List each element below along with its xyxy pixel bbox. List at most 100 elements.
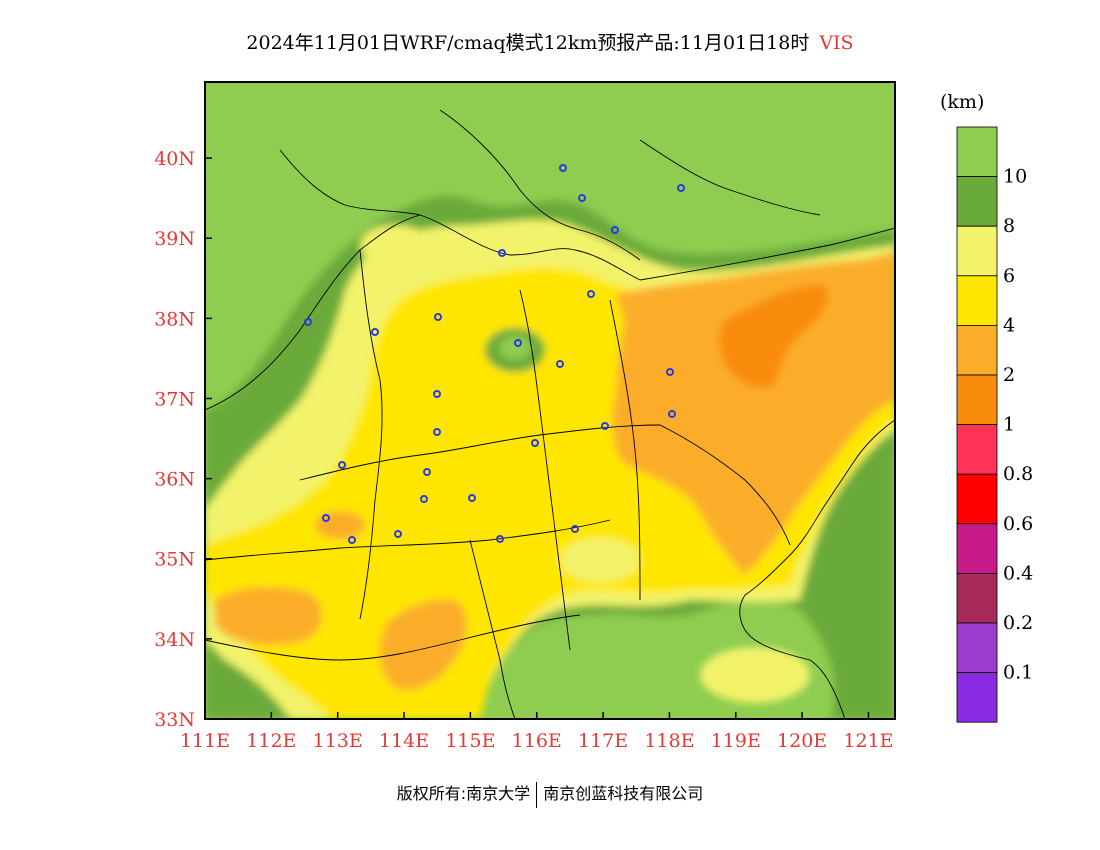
border-4 xyxy=(299,424,661,481)
city-marker xyxy=(304,318,312,326)
y-tick-label: 36N xyxy=(154,469,195,491)
city-marker xyxy=(578,194,586,202)
coastline xyxy=(639,227,895,719)
city-marker xyxy=(587,290,595,298)
border-6 xyxy=(519,289,571,651)
legend-label: 1 xyxy=(1003,414,1015,436)
legend-swatch xyxy=(956,126,998,177)
legend-swatch xyxy=(956,225,998,277)
legend-label: 2 xyxy=(1003,364,1015,386)
boundaries xyxy=(205,109,895,719)
legend-label: 0.1 xyxy=(1003,662,1033,684)
y-tick-label: 35N xyxy=(154,549,195,571)
y-tick-label: 37N xyxy=(154,388,195,410)
legend-unit: (km) xyxy=(940,91,984,113)
legend-swatch xyxy=(956,424,998,475)
copyright-left: 版权所有:南京大学 xyxy=(396,784,531,803)
city-markers xyxy=(304,164,685,544)
city-marker xyxy=(338,461,346,469)
zone-2-4-w xyxy=(315,511,365,539)
copyright-right: 南京创蓝科技有限公司 xyxy=(543,784,704,803)
city-marker xyxy=(556,360,564,368)
plot-frame xyxy=(204,81,896,720)
x-tick-label: 120E xyxy=(777,730,827,752)
legend-label: 8 xyxy=(1003,215,1015,237)
city-marker xyxy=(371,328,379,336)
legend-swatch xyxy=(956,275,998,326)
legend-label: 0.6 xyxy=(1003,513,1033,535)
city-marker xyxy=(420,495,428,503)
zone-patch-light-n xyxy=(360,225,430,265)
x-tick-label: 111E xyxy=(180,730,230,752)
legend-label: 6 xyxy=(1003,265,1015,287)
legend-swatch xyxy=(956,573,998,624)
city-marker xyxy=(394,530,402,538)
city-marker xyxy=(559,164,567,172)
legend-label: 0.8 xyxy=(1003,463,1033,485)
city-marker xyxy=(468,494,476,502)
city-marker xyxy=(571,525,579,533)
x-axis: 111E 112E 113E 114E 115E 116E 117E 118E 119E 120E… xyxy=(180,712,894,752)
legend-swatch xyxy=(956,374,998,425)
legend-swatch xyxy=(956,672,998,723)
copyright-separator xyxy=(536,781,538,808)
zone-2-4-sw xyxy=(215,587,322,645)
legend-label: 10 xyxy=(1003,166,1027,188)
border-8 xyxy=(205,614,581,661)
x-tick-label: 112E xyxy=(246,730,296,752)
y-axis: 33N 34N 35N 36N 37N 38N 39N 40N xyxy=(154,148,212,731)
x-tick-label: 119E xyxy=(711,730,761,752)
city-marker xyxy=(423,468,431,476)
variable-label: VIS xyxy=(819,32,854,54)
city-marker xyxy=(677,184,685,192)
city-marker xyxy=(433,428,441,436)
legend-swatch xyxy=(956,473,998,525)
zone-pocket-yellow-se xyxy=(700,647,810,703)
title-text: 2024年11月01日WRF/cmaq模式12km预报产品:11月01日18时 xyxy=(246,32,810,54)
y-tick-label: 39N xyxy=(154,228,195,250)
y-tick-label: 38N xyxy=(154,308,195,330)
legend-swatch xyxy=(956,176,998,227)
x-tick-label: 113E xyxy=(313,730,363,752)
zone-2-4-s xyxy=(379,599,467,690)
city-marker xyxy=(666,368,674,376)
border-7 xyxy=(609,299,641,601)
border-5 xyxy=(205,519,611,561)
border-3 xyxy=(359,249,383,620)
visibility-field xyxy=(205,82,895,719)
x-tick-label: 121E xyxy=(843,730,893,752)
border-2 xyxy=(419,214,641,281)
city-marker xyxy=(348,536,356,544)
border-9 xyxy=(439,109,641,261)
city-marker xyxy=(601,422,609,430)
x-tick-label: 115E xyxy=(445,730,495,752)
legend-swatch xyxy=(956,622,998,673)
city-marker xyxy=(531,439,539,447)
border-11 xyxy=(639,139,821,216)
x-tick-label: 114E xyxy=(379,730,429,752)
legend-swatch xyxy=(956,523,998,574)
city-marker xyxy=(668,410,676,418)
x-tick-label: 117E xyxy=(578,730,628,752)
legend-label: 0.2 xyxy=(1003,612,1033,634)
x-tick-label: 118E xyxy=(644,730,694,752)
border-12 xyxy=(659,424,791,546)
city-marker xyxy=(434,313,442,321)
y-tick-label: 34N xyxy=(154,629,195,651)
legend-swatch xyxy=(956,324,998,376)
city-marker xyxy=(611,226,619,234)
color-legend: 10 8 6 4 2 1 0.8 0.6 0.4 0.2 0.1 xyxy=(956,126,1033,723)
zone-patch-light-s xyxy=(560,538,640,582)
zone-pocket-green-2 xyxy=(499,336,531,360)
border-1 xyxy=(205,214,421,411)
city-marker xyxy=(433,390,441,398)
y-tick-label: 40N xyxy=(154,148,195,170)
copyright: 版权所有:南京大学 南京创蓝科技有限公司 xyxy=(0,780,1100,808)
legend-label: 0.4 xyxy=(1003,562,1033,584)
map-title: 2024年11月01日WRF/cmaq模式12km预报产品:11月01日18时 V… xyxy=(0,28,1100,55)
x-tick-label: 116E xyxy=(512,730,562,752)
city-marker xyxy=(498,249,506,257)
zone-1-2-east xyxy=(718,284,829,388)
border-13 xyxy=(469,539,516,719)
